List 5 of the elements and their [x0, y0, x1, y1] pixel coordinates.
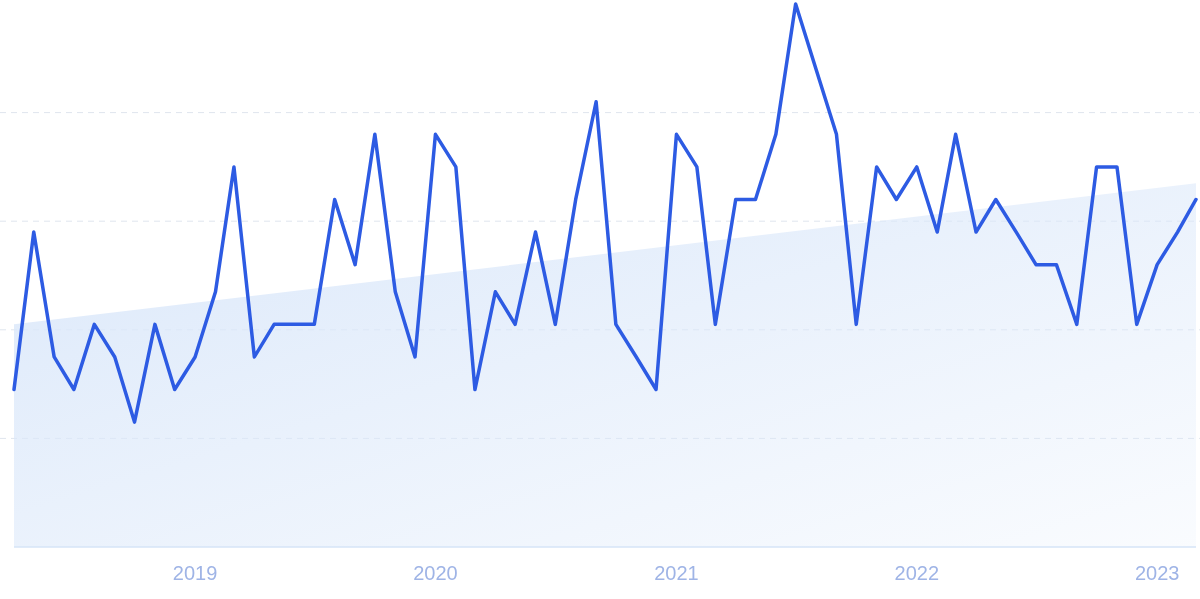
x-tick-label: 2023	[1134, 562, 1180, 584]
x-tick-label: 2020	[413, 562, 458, 584]
x-tick-label: 2022	[894, 562, 940, 584]
x-tick-label: 2021	[654, 562, 699, 584]
x-tick-label: 2019	[172, 562, 218, 584]
